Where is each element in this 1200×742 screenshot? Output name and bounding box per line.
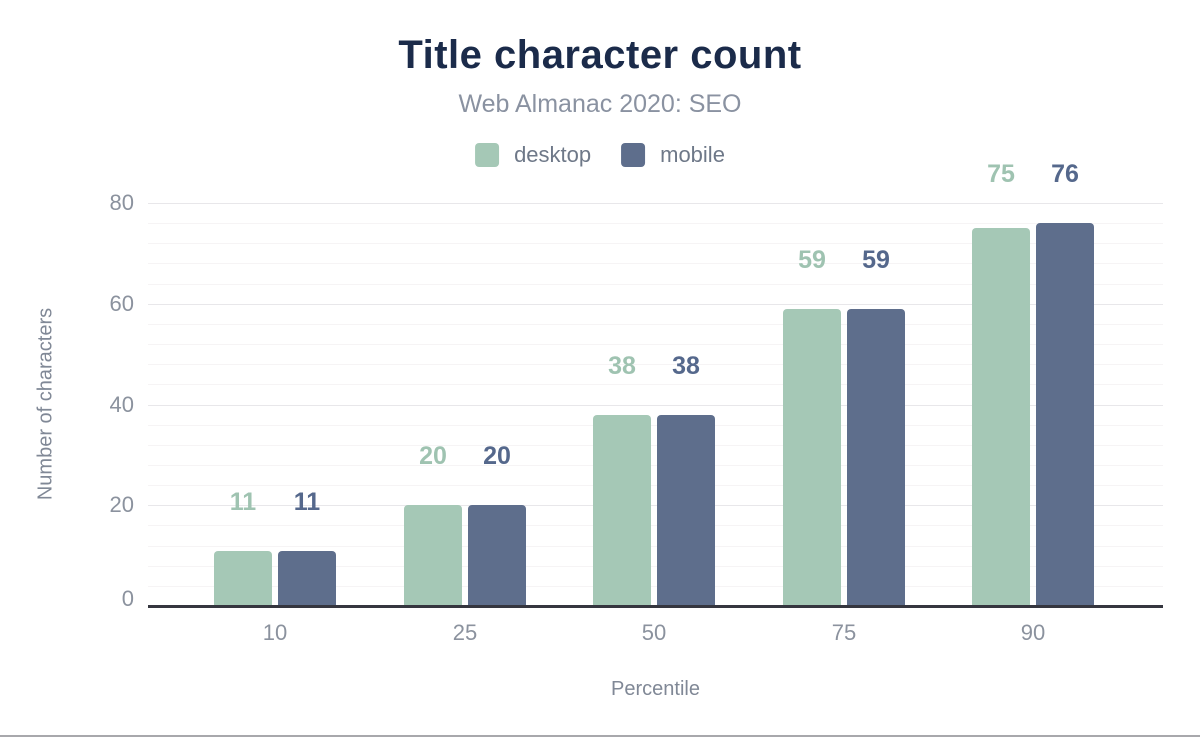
gridline-minor-48 <box>148 364 1163 365</box>
plot-area <box>148 203 1163 606</box>
gridline-minor-56 <box>148 324 1163 325</box>
legend-item-desktop: desktop <box>475 142 591 168</box>
gridline-minor-12 <box>148 546 1163 547</box>
bar-desktop-p75 <box>783 309 841 606</box>
bar-desktop-p90 <box>972 228 1030 606</box>
gridline-minor-8 <box>148 566 1163 567</box>
y-tick-40: 40 <box>109 392 134 417</box>
x-tick-75: 75 <box>831 620 857 645</box>
bar-value-desktop-p50: 38 <box>608 352 636 380</box>
legend-item-mobile: mobile <box>621 142 725 168</box>
y-tick-20: 20 <box>109 492 134 517</box>
gridline-minor-72 <box>148 243 1163 244</box>
bar-mobile-p90 <box>1036 223 1094 606</box>
legend-label-desktop: desktop <box>514 142 592 167</box>
legend-label-mobile: mobile <box>660 142 725 167</box>
chart-legend: desktop mobile <box>475 142 725 168</box>
gridline-minor-36 <box>148 425 1163 426</box>
gridline-major-40 <box>148 405 1163 406</box>
gridline-major-20 <box>148 505 1163 506</box>
y-tick-60: 60 <box>109 291 134 316</box>
mobile-swatch-icon <box>621 143 646 167</box>
bar-desktop-p50 <box>593 415 651 606</box>
y-tick-80: 80 <box>109 190 134 215</box>
gridline-minor-44 <box>148 384 1163 385</box>
gridline-minor-52 <box>148 344 1163 345</box>
chart-title: Title character count <box>398 33 802 77</box>
y-axis-title: Number of characters <box>34 307 57 501</box>
x-tick-25: 25 <box>452 620 478 645</box>
bar-value-mobile-p75: 59 <box>862 246 890 274</box>
bar-value-mobile-p10: 11 <box>293 488 321 516</box>
bar-value-desktop-p25: 20 <box>419 442 447 470</box>
bottom-divider <box>0 735 1200 737</box>
bar-value-mobile-p25: 20 <box>483 442 511 470</box>
x-axis-title: Percentile <box>611 678 700 700</box>
gridline-minor-64 <box>148 284 1163 285</box>
x-tick-90: 90 <box>1020 620 1046 645</box>
gridline-major-60 <box>148 304 1163 305</box>
gridline-minor-4 <box>148 586 1163 587</box>
bar-mobile-p50 <box>657 415 715 606</box>
bar-mobile-p25 <box>468 505 526 606</box>
bar-value-desktop-p75: 59 <box>798 246 826 274</box>
gridline-major-80 <box>148 203 1163 204</box>
desktop-swatch-icon <box>475 143 500 167</box>
x-tick-10: 10 <box>262 620 288 645</box>
gridline-minor-32 <box>148 445 1163 446</box>
gridline-minor-76 <box>148 223 1163 224</box>
gridline-minor-28 <box>148 465 1163 466</box>
x-axis-line <box>148 605 1163 608</box>
bar-value-desktop-p10: 11 <box>229 488 257 516</box>
x-tick-50: 50 <box>641 620 667 645</box>
bar-mobile-p10 <box>278 551 336 606</box>
bar-value-mobile-p50: 38 <box>672 352 700 380</box>
gridline-minor-24 <box>148 485 1163 486</box>
chart-subtitle: Web Almanac 2020: SEO <box>458 90 742 118</box>
bar-value-mobile-p90: 76 <box>1051 160 1079 188</box>
bar-desktop-p25 <box>404 505 462 606</box>
bar-mobile-p75 <box>847 309 905 606</box>
gridline-minor-68 <box>148 263 1163 264</box>
bar-desktop-p10 <box>214 551 272 606</box>
y-tick-0: 0 <box>121 586 134 611</box>
bar-value-desktop-p90: 75 <box>987 160 1015 188</box>
gridline-minor-16 <box>148 525 1163 526</box>
